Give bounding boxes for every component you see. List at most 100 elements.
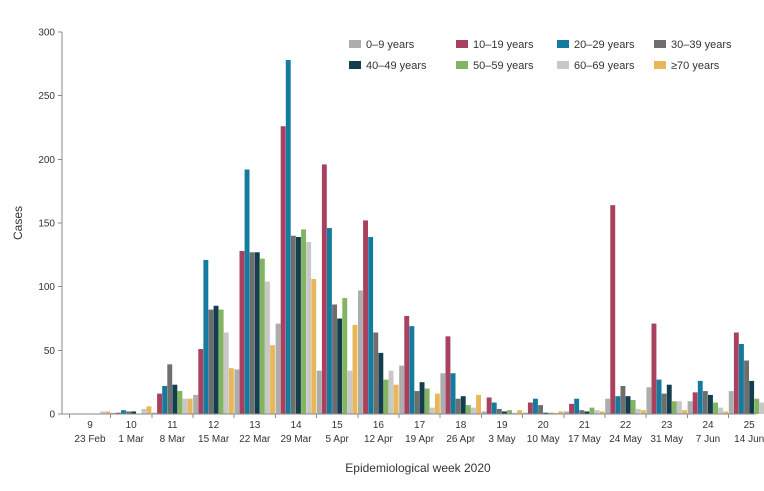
legend-item: ≥70 years [654, 60, 720, 72]
bar-40-49-years-week-23 [666, 384, 672, 414]
bar-0-9-years-week-23 [646, 387, 652, 414]
x-tick-label-date: 5 Apr [326, 434, 350, 445]
x-tick-label-week: 23 [661, 420, 673, 431]
bar--70-years-week-21 [599, 411, 605, 414]
bar-40-49-years-week-15 [337, 318, 343, 414]
bar-30-39-years-week-23 [661, 393, 667, 414]
bar-group-week-20 [522, 398, 564, 414]
bar-0-9-years-week-10 [110, 412, 116, 414]
bar-group-week-15 [316, 164, 358, 414]
bar-50-59-years-week-25 [754, 398, 760, 414]
bar-50-59-years-week-17 [424, 388, 430, 414]
bar-0-9-years-week-13 [234, 369, 240, 414]
bar-40-49-years-week-25 [749, 380, 755, 414]
bar-40-49-years-week-13 [254, 252, 260, 414]
bar-60-69-years-week-20 [553, 412, 559, 414]
y-tick-label: 150 [38, 219, 55, 230]
bar--70-years-week-13 [270, 345, 275, 414]
bar-0-9-years-week-25 [728, 391, 734, 414]
bar-40-49-years-week-14 [296, 237, 301, 414]
bar-50-59-years-week-14 [301, 229, 306, 414]
bar-10-19-years-week-13 [239, 251, 245, 414]
bar-20-29-years-week-22 [615, 396, 621, 414]
bar-10-19-years-week-12 [198, 349, 204, 414]
bar--70-years-week-17 [434, 393, 440, 414]
bar-0-9-years-week-15 [316, 370, 322, 414]
bar-20-29-years-week-15 [327, 228, 332, 414]
bar--70-years-week-22 [640, 410, 646, 414]
x-tick-label-date: 3 May [488, 434, 515, 445]
bar-50-59-years-week-15 [342, 298, 348, 414]
bar-40-49-years-week-12 [213, 305, 219, 414]
x-ticks: 9 23 Feb 10 1 Mar 11 8 Mar 12 15 Mar 13 22 Mar 14 2… [68, 414, 764, 445]
legend-label: 50–59 years [473, 60, 534, 72]
bar-30-39-years-week-13 [249, 252, 255, 414]
bar--70-years-week-16 [393, 384, 399, 414]
x-tick-label-week: 11 [167, 420, 178, 431]
bar-40-49-years-week-11 [172, 384, 178, 414]
bar-60-69-years-week-19 [512, 412, 518, 414]
bar-30-39-years-week-24 [702, 391, 708, 414]
bar-group-week-25 [728, 332, 764, 414]
legend-label: 20–29 years [574, 39, 635, 51]
legend-swatch [456, 61, 468, 69]
bar-group-week-12 [193, 259, 234, 414]
bar-30-39-years-week-10 [126, 411, 131, 414]
bar-60-69-years-week-9 [100, 411, 106, 414]
x-tick-label-date: 15 Mar [198, 434, 230, 445]
bar-50-59-years-week-23 [671, 401, 677, 414]
bar-50-59-years-week-18 [465, 405, 471, 414]
bar-60-69-years-week-13 [265, 281, 270, 414]
bar-group-week-14 [275, 60, 317, 414]
bar-10-19-years-week-11 [157, 393, 162, 414]
bar-20-29-years-week-13 [244, 169, 250, 414]
bar--70-years-week-10 [146, 406, 152, 414]
bar-group-week-18 [440, 336, 481, 414]
bar-50-59-years-week-11 [177, 391, 183, 414]
bar-10-19-years-week-24 [692, 392, 698, 414]
x-tick-label-week: 9 [87, 420, 93, 431]
bar-60-69-years-week-18 [471, 407, 476, 414]
x-tick-label-week: 25 [744, 420, 756, 431]
legend-label: 40–49 years [366, 60, 427, 72]
bar--70-years-week-12 [228, 368, 234, 414]
bar-0-9-years-week-20 [522, 412, 528, 414]
legend-swatch [654, 40, 666, 48]
legend-swatch [349, 61, 361, 69]
bar-10-19-years-week-15 [321, 164, 327, 414]
bar-0-9-years-week-16 [358, 290, 363, 414]
bar-60-69-years-week-25 [759, 402, 764, 414]
bar-10-19-years-week-21 [569, 403, 574, 414]
bar-10-19-years-week-19 [486, 397, 492, 414]
bar-40-49-years-week-22 [625, 396, 631, 414]
y-tick-label: 250 [38, 91, 55, 102]
bar-20-29-years-week-12 [203, 259, 209, 414]
bar-group-week-23 [646, 323, 687, 414]
bar-10-19-years-week-18 [445, 336, 451, 414]
x-tick-label-date: 19 Apr [405, 434, 435, 445]
bar-40-49-years-week-21 [584, 411, 590, 414]
bar-40-49-years-week-24 [708, 394, 713, 414]
x-axis-title: Epidemiological week 2020 [345, 461, 491, 475]
y-ticks: 0 50 100 150 200 250 300 [38, 28, 62, 421]
bar--70-years-week-24 [723, 411, 729, 414]
legend-item: 40–49 years [349, 60, 427, 72]
bar-group-week-9 [100, 411, 111, 414]
bar-20-29-years-week-18 [450, 373, 456, 414]
bar-0-9-years-week-12 [193, 394, 199, 414]
bar-10-19-years-week-22 [610, 205, 616, 414]
bar-20-29-years-week-23 [656, 379, 662, 414]
bar-group-week-11 [152, 364, 193, 414]
bar-20-29-years-week-17 [409, 326, 415, 414]
bar-20-29-years-week-19 [491, 402, 497, 414]
legend-item: 30–39 years [654, 39, 732, 51]
x-tick-label-date: 8 Mar [160, 434, 186, 445]
bar--70-years-week-18 [476, 394, 481, 414]
bar-20-29-years-week-10 [121, 410, 126, 414]
bar-20-29-years-week-16 [368, 237, 374, 414]
bar-10-19-years-week-17 [404, 315, 410, 414]
bar-group-week-13 [234, 169, 275, 414]
x-tick-label-week: 14 [290, 420, 302, 431]
x-tick-label-week: 18 [455, 420, 467, 431]
legend-swatch [654, 61, 666, 69]
